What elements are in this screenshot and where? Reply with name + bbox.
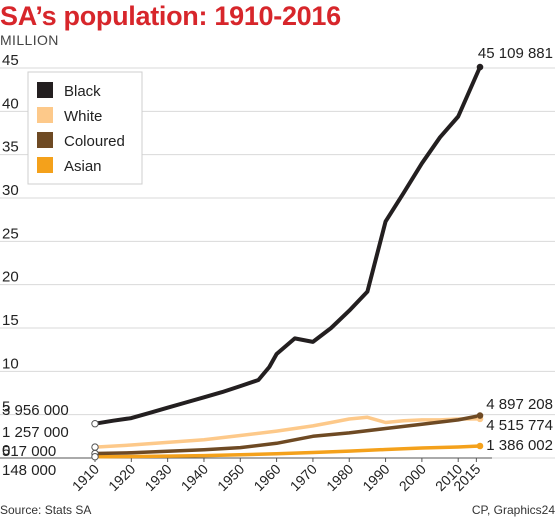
legend-swatch-black xyxy=(37,82,53,98)
start-value-label-white: 1 257 000 xyxy=(2,424,69,441)
x-tick-label-1960: 1960 xyxy=(250,461,283,494)
y-tick-label-0: 0 xyxy=(2,442,10,459)
y-tick-label-5: 5 xyxy=(2,399,10,416)
credit-note: CP, Graphics24 xyxy=(471,503,555,517)
x-tick-label-1980: 1980 xyxy=(323,461,356,494)
x-tick-label-1930: 1930 xyxy=(141,461,174,494)
start-marker-black xyxy=(91,420,99,428)
legend-swatch-coloured xyxy=(37,132,53,148)
end-marker-black xyxy=(476,63,484,71)
x-tick-label-1970: 1970 xyxy=(287,461,320,494)
legend-label-white: White xyxy=(64,108,102,125)
end-value-label-black: 45 109 881 xyxy=(478,45,553,62)
legend-swatch-white xyxy=(37,107,53,123)
source-note: Source: Stats SA xyxy=(0,503,92,517)
y-tick-label-10: 10 xyxy=(2,355,19,372)
y-tick-label-25: 25 xyxy=(2,225,19,242)
series-line-coloured xyxy=(93,413,482,456)
x-tick-label-1910: 1910 xyxy=(69,461,102,494)
chart-title: SA’s population: 1910-2016 xyxy=(0,1,341,31)
start-value-label-coloured: 517 000 xyxy=(2,443,56,460)
y-tick-label-40: 40 xyxy=(2,95,19,112)
legend-label-asian: Asian xyxy=(64,158,102,175)
series-line-asian xyxy=(93,444,482,459)
y-tick-label-45: 45 xyxy=(2,52,19,69)
x-tick-label-1950: 1950 xyxy=(214,461,247,494)
x-tick-label-1940: 1940 xyxy=(178,461,211,494)
series-line-black xyxy=(93,65,482,426)
legend-label-coloured: Coloured xyxy=(64,133,125,150)
y-tick-label-15: 15 xyxy=(2,312,19,329)
start-value-label-asian: 148 000 xyxy=(2,462,56,479)
end-value-label-coloured: 4 897 208 xyxy=(486,396,553,413)
end-marker-asian xyxy=(476,442,484,450)
x-tick-label-1920: 1920 xyxy=(105,461,138,494)
series-line-white xyxy=(93,415,482,449)
y-tick-label-20: 20 xyxy=(2,269,19,286)
x-tick-label-2000: 2000 xyxy=(396,461,429,494)
start-value-label-black: 3 956 000 xyxy=(2,402,69,419)
end-marker-coloured xyxy=(476,412,484,419)
y-tick-label-30: 30 xyxy=(2,182,19,199)
legend-label-black: Black xyxy=(64,83,101,100)
end-value-label-white: 4 515 774 xyxy=(486,417,553,434)
end-value-label-asian: 1 386 002 xyxy=(486,437,553,454)
start-marker-white xyxy=(91,443,99,451)
y-tick-label-35: 35 xyxy=(2,139,19,156)
x-tick-label-1990: 1990 xyxy=(359,461,392,494)
legend-swatch-asian xyxy=(37,157,53,173)
start-marker-asian xyxy=(91,453,99,461)
unit-label: MILLION xyxy=(0,32,59,48)
